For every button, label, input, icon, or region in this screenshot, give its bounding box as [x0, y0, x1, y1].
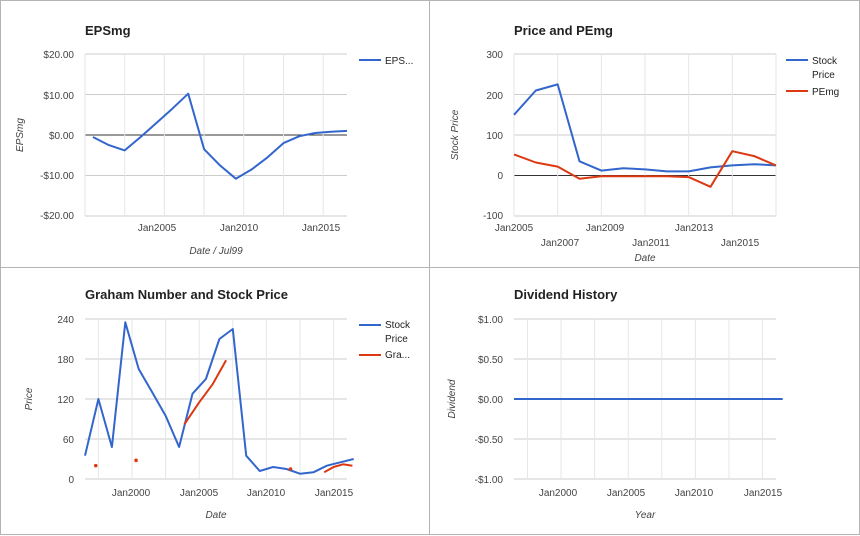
y-tick-labels: 300 200 100 0 -100: [483, 50, 503, 222]
x-tick-label: Jan2000: [539, 488, 578, 499]
legend-label: EPS...: [385, 56, 413, 67]
y-tick-label: 120: [57, 395, 74, 406]
epsmg-chart-svg: EPSmg $20.00 $10.00 $0.00 -$10.00 -$20.0…: [15, 23, 413, 257]
y-tick-label: $20.00: [43, 50, 74, 61]
x-axis-label: Date / Jul99: [189, 246, 243, 257]
y-tick-label: 240: [57, 315, 74, 326]
y-axis-label: Dividend: [447, 379, 458, 418]
y-axis-label: EPSmg: [15, 118, 26, 152]
chart-panel-dividend: Dividend History $1.00 $0.50 $0.00 -$0.5…: [429, 267, 860, 535]
y-tick-label: 200: [486, 91, 503, 102]
legend-label-line: Stock: [812, 56, 838, 67]
y-axis-label: Stock Price: [450, 109, 461, 160]
y-tick-label: -$20.00: [40, 211, 74, 222]
series-line: [513, 150, 777, 188]
y-tick-labels: $1.00 $0.50 $0.00 -$0.50 -$1.00: [475, 315, 504, 486]
x-tick-label: Jan2010: [247, 488, 286, 499]
chart-panel-epsmg: EPSmg $20.00 $10.00 $0.00 -$10.00 -$20.0…: [0, 0, 430, 268]
legend: Stock Price Gra...: [359, 320, 411, 361]
legend-label-line: Price: [812, 70, 835, 81]
y-tick-label: 60: [63, 435, 75, 446]
y-tick-label: 0: [497, 171, 503, 182]
x-tick-label: Jan2015: [744, 488, 783, 499]
y-tick-label: 100: [486, 131, 503, 142]
y-tick-label: $0.00: [478, 395, 503, 406]
series-lines: [513, 83, 777, 188]
legend-label: PEmg: [812, 87, 839, 98]
x-tick-label: Jan2015: [315, 488, 354, 499]
chart-title: Dividend History: [514, 287, 618, 302]
x-tick-label: Jan2005: [138, 223, 177, 234]
y-tick-label: $10.00: [43, 91, 74, 102]
x-tick-label: Jan2009: [586, 223, 625, 234]
y-tick-label: $0.00: [49, 131, 74, 142]
chart-panel-price-pemg: Price and PEmg 300 200 100 0 -100 Jan200…: [429, 0, 860, 268]
legend-label-line: Price: [385, 334, 408, 345]
chart-title: EPSmg: [85, 23, 131, 38]
chart-title: Price and PEmg: [514, 23, 613, 38]
legend-label: Stock Price: [385, 320, 411, 345]
legend-label: Gra...: [385, 350, 410, 361]
series-point: [134, 458, 138, 463]
x-tick-label: Jan2015: [721, 238, 760, 249]
grid: [513, 53, 777, 217]
x-tick-label: Jan2005: [180, 488, 219, 499]
chart-title: Graham Number and Stock Price: [85, 287, 288, 302]
series-line: [513, 83, 777, 173]
y-axis-label: Price: [24, 387, 35, 410]
y-tick-label: -100: [483, 211, 503, 222]
x-axis-label: Date: [205, 510, 227, 521]
y-tick-labels: $20.00 $10.00 $0.00 -$10.00 -$20.00: [40, 50, 74, 222]
grid: [84, 53, 347, 217]
series-line: [323, 463, 353, 474]
x-tick-label: Jan2005: [607, 488, 646, 499]
grid: [85, 318, 347, 480]
x-tick-label: Jan2005: [495, 223, 534, 234]
x-tick-label: Jan2000: [112, 488, 151, 499]
series-line: [92, 92, 348, 180]
x-tick-labels: Jan2000 Jan2005 Jan2010 Jan2015: [112, 488, 354, 499]
y-tick-label: -$10.00: [40, 171, 74, 182]
y-tick-labels: 240 180 120 60 0: [57, 315, 74, 486]
series-lines: [84, 321, 354, 475]
y-tick-label: 300: [486, 50, 503, 61]
y-tick-label: $0.50: [478, 355, 503, 366]
x-tick-labels: Jan2000 Jan2005 Jan2010 Jan2015: [539, 488, 783, 499]
x-tick-label: Jan2011: [632, 238, 670, 249]
series-line: [183, 359, 227, 425]
legend: Stock Price PEmg: [786, 56, 839, 98]
legend-label: Stock Price: [812, 56, 838, 81]
x-tick-label: Jan2013: [675, 223, 714, 234]
series-point: [93, 463, 98, 468]
x-axis-label: Date: [634, 253, 656, 264]
chart-panel-graham: Graham Number and Stock Price 240 180 12…: [0, 267, 430, 535]
dividend-chart-svg: Dividend History $1.00 $0.50 $0.00 -$0.5…: [447, 287, 783, 521]
y-tick-label: 0: [68, 475, 74, 486]
y-tick-label: -$1.00: [475, 475, 504, 486]
y-tick-label: $1.00: [478, 315, 503, 326]
price-pemg-chart-svg: Price and PEmg 300 200 100 0 -100 Jan200…: [450, 23, 839, 264]
x-tick-label: Jan2010: [220, 223, 259, 234]
graham-chart-svg: Graham Number and Stock Price 240 180 12…: [24, 287, 411, 521]
x-tick-labels: Jan2005 Jan2009 Jan2013 Jan2007 Jan2011 …: [495, 223, 760, 249]
series-point: [288, 467, 293, 471]
legend: EPS...: [359, 56, 413, 67]
x-tick-labels: Jan2005 Jan2010 Jan2015: [138, 223, 341, 234]
series-line: [84, 321, 354, 475]
y-tick-label: 180: [57, 355, 74, 366]
x-tick-label: Jan2007: [541, 238, 580, 249]
legend-label-line: Stock: [385, 320, 411, 331]
y-tick-label: -$0.50: [475, 435, 504, 446]
series-lines: [92, 92, 348, 180]
x-axis-label: Year: [635, 510, 656, 521]
x-tick-label: Jan2015: [302, 223, 341, 234]
x-tick-label: Jan2010: [675, 488, 714, 499]
